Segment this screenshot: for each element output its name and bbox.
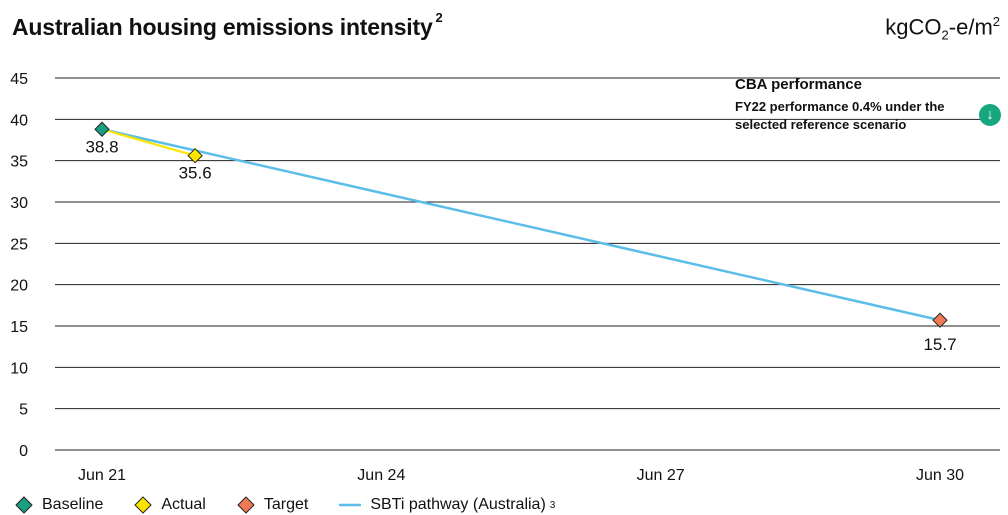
diamond-icon [134, 496, 153, 514]
legend-item-actual: Actual [133, 495, 206, 515]
y-tick-label: 45 [10, 71, 28, 88]
y-tick-label: 40 [10, 112, 28, 129]
y-tick-label: 30 [10, 195, 28, 212]
series-line [101, 128, 196, 157]
x-tick-label: Jun 24 [357, 467, 405, 484]
chart-title: Australian housing emissions intensity 2 [12, 10, 443, 40]
point-marker [932, 312, 948, 328]
x-tick-label: Jun 27 [637, 467, 685, 484]
diamond-icon [15, 496, 33, 514]
y-tick-label: 25 [10, 236, 28, 253]
data-label: 35.6 [179, 164, 212, 183]
x-tick-label: Jun 30 [916, 467, 964, 484]
performance-box: CBA performance FY22 performance 0.4% un… [735, 76, 1001, 134]
legend-item-baseline: Baseline [14, 495, 103, 515]
y-tick-label: 0 [19, 443, 28, 460]
y-tick-label: 20 [10, 278, 28, 295]
legend-item-target: Target [236, 495, 308, 515]
performance-heading: CBA performance [735, 76, 862, 93]
x-tick-label: Jun 21 [78, 467, 126, 484]
legend: Baseline Actual Target SBTi pathway (Aus… [14, 495, 585, 515]
performance-text: FY22 performance 0.4% under the selected… [735, 99, 945, 132]
series-line [101, 128, 941, 322]
arrow-down-icon: ↓ [979, 104, 1001, 126]
data-label: 38.8 [85, 137, 118, 156]
emissions-chart: 0 5 10 15 20 25 30 35 40 45 Jun 21 Jun 24 Jun 27 Jun … [10, 71, 1000, 484]
data-label: 15.7 [923, 335, 956, 354]
point-marker [187, 147, 203, 164]
y-tick-label: 5 [19, 402, 28, 419]
line-icon [339, 503, 362, 507]
y-tick-label: 10 [10, 360, 28, 377]
y-tick-label: 35 [10, 154, 28, 171]
point-marker [94, 121, 110, 137]
diamond-icon [237, 496, 255, 514]
unit-label: kgCO2-e/m2 [885, 14, 1000, 43]
legend-item-sbti: SBTi pathway (Australia) 3 [338, 495, 555, 515]
y-tick-label: 15 [10, 319, 28, 336]
